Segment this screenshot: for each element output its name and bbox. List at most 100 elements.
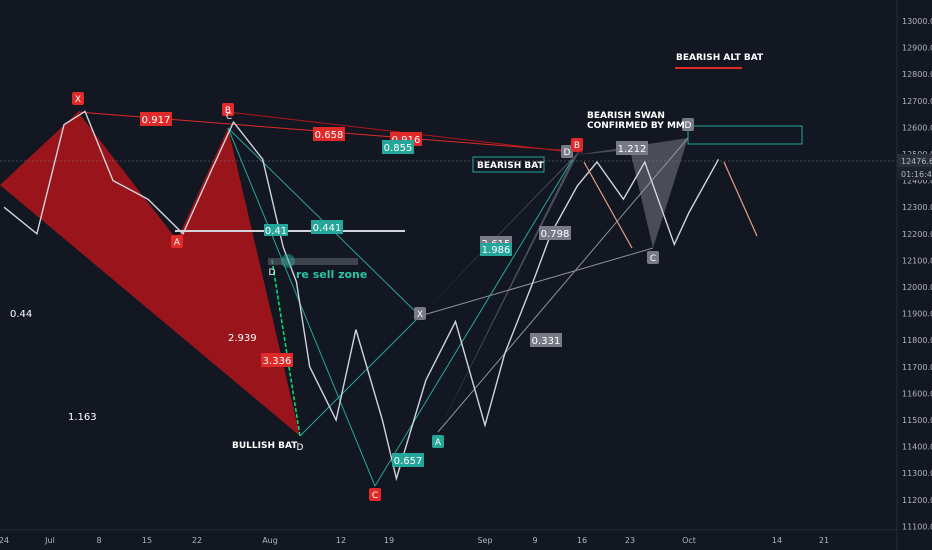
ratio-tag-text: 0.331 bbox=[532, 336, 561, 347]
time-tick-label: Sep bbox=[477, 536, 492, 545]
price-tick-label: 12200.0 bbox=[902, 230, 932, 239]
teal-zone-box bbox=[687, 125, 803, 145]
ratio-tag-box bbox=[616, 141, 648, 155]
note-text: 0.44 bbox=[10, 309, 32, 320]
price-tick-label: 11800.0 bbox=[902, 336, 932, 345]
time-tick-label: 22 bbox=[192, 536, 202, 545]
point-marker bbox=[414, 307, 426, 320]
bullish-bat-pattern-fill bbox=[0, 112, 300, 436]
ratio-tag-box bbox=[539, 226, 571, 240]
point-marker-text: C bbox=[650, 254, 656, 264]
price-tick-label: 11400.0 bbox=[902, 443, 932, 452]
time-tick-label: Aug bbox=[262, 536, 278, 545]
point-marker bbox=[72, 92, 84, 105]
point-marker bbox=[171, 235, 183, 248]
point-marker-text: B bbox=[225, 106, 231, 116]
ratio-tag-box bbox=[382, 140, 414, 154]
ratio-tag-text: 0.855 bbox=[384, 143, 413, 154]
harmonic-patterns bbox=[0, 112, 688, 436]
ratio-tag-text: 1.986 bbox=[482, 245, 511, 256]
ratio-tag-text: 0.798 bbox=[541, 229, 570, 240]
time-tick-label: 12 bbox=[336, 536, 346, 545]
ratio-tag-text: 0.658 bbox=[315, 130, 344, 141]
price-tick-label: 11300.0 bbox=[902, 469, 932, 478]
point-marker bbox=[432, 435, 444, 448]
bullish-bat-label: BULLISH BAT bbox=[232, 441, 298, 451]
time-ticks: 24 Jul 8 15 22 Aug 12 19 Sep 9 16 23 Oct 14 21 bbox=[0, 536, 829, 545]
teal-line-4 bbox=[374, 159, 573, 487]
bearish-bat-label: BEARISH BAT bbox=[477, 161, 545, 171]
point-marker-text: B bbox=[574, 141, 580, 151]
ratio-tags: 0.917 0.658 0.916 0.855 0.441 3.336 0.65… bbox=[140, 112, 648, 467]
price-tick-label: 11100.0 bbox=[902, 522, 932, 531]
ratio-tag-box bbox=[264, 224, 288, 236]
projection-arrows bbox=[583, 67, 758, 249]
countdown-badge bbox=[897, 167, 932, 180]
note-text: 1.163 bbox=[68, 412, 97, 423]
ratio-tag-box bbox=[392, 453, 424, 467]
point-marker-text: D bbox=[269, 268, 276, 278]
price-tick-label: 12800.0 bbox=[902, 70, 932, 79]
price-tick-label: 11600.0 bbox=[902, 389, 932, 398]
resell-marker bbox=[281, 254, 295, 268]
grey-line-2 bbox=[419, 247, 654, 317]
price-line bbox=[3, 110, 720, 482]
time-tick-label: 21 bbox=[819, 536, 829, 545]
price-tick-label: 12100.0 bbox=[902, 256, 932, 265]
price-tick-label: 12300.0 bbox=[902, 203, 932, 212]
time-axis[interactable]: 24 Jul 8 15 22 Aug 12 19 Sep 9 16 23 Oct 14 21 bbox=[0, 529, 897, 545]
time-tick-label: 24 bbox=[0, 536, 9, 545]
point-marker-text: C bbox=[226, 112, 232, 122]
bearish-alt-bat-label: BEARISH ALT BAT bbox=[676, 53, 764, 63]
time-tick-label: 8 bbox=[96, 536, 101, 545]
resell-zone-label: re sell zone bbox=[296, 268, 367, 281]
current-price-text: 12476.6 bbox=[901, 157, 932, 166]
ratio-tag-text: 3.336 bbox=[263, 356, 292, 367]
point-marker bbox=[369, 488, 381, 501]
price-tick-label: 12700.0 bbox=[902, 97, 932, 106]
bearish-bat-label-box bbox=[472, 156, 545, 173]
grey-line-1 bbox=[437, 137, 689, 433]
ratio-tag-box bbox=[530, 333, 562, 347]
price-axis[interactable]: 13000.012900.012800.012700.012600.012500… bbox=[896, 0, 932, 550]
countdown-text: 01:16:48 bbox=[901, 170, 932, 179]
ratio-tag-box bbox=[140, 112, 172, 126]
price-tick-label: 13000.0 bbox=[902, 17, 932, 26]
price-tick-label: 11700.0 bbox=[902, 363, 932, 372]
time-tick-label: 14 bbox=[772, 536, 782, 545]
ratio-tag-text: 0.441 bbox=[313, 223, 342, 234]
pattern-points: X B A D C X A C D B D C D bbox=[72, 92, 694, 501]
point-marker-text: D bbox=[564, 148, 571, 158]
point-marker-text: A bbox=[435, 438, 442, 448]
ratio-tag-text: 0.917 bbox=[142, 115, 171, 126]
bearish-swan-label: BEARISH SWAN bbox=[587, 111, 665, 121]
point-marker bbox=[682, 118, 694, 131]
bearish-bat-pattern-fill bbox=[420, 150, 580, 432]
ratio-tag-box bbox=[311, 220, 343, 234]
point-marker-text: C bbox=[372, 491, 378, 501]
note-text: 2.939 bbox=[228, 333, 257, 344]
teal-line-2 bbox=[227, 127, 376, 487]
confirmed-by-mm-label: CONFIRMED BY MM bbox=[587, 121, 685, 131]
point-marker bbox=[571, 138, 583, 151]
ratio-tag-box bbox=[480, 243, 512, 256]
ratio-tag-box bbox=[313, 127, 345, 141]
price-tick-label: 12400.0 bbox=[902, 177, 932, 186]
resell-zone-box bbox=[268, 258, 358, 265]
time-tick-label: 16 bbox=[577, 536, 587, 545]
price-tick-label: 12900.0 bbox=[902, 44, 932, 53]
current-price-badge bbox=[897, 154, 932, 167]
time-tick-label: Oct bbox=[682, 536, 696, 545]
point-marker-text: D bbox=[685, 121, 692, 131]
time-tick-label: 15 bbox=[142, 536, 152, 545]
point-marker-text: A bbox=[174, 238, 181, 248]
ratio-tag-text: 0.657 bbox=[394, 456, 423, 467]
time-tick-label: Jul bbox=[44, 536, 55, 545]
bearish-alt-bat-pattern-fill bbox=[575, 138, 688, 248]
ratio-tag-text: 0.41 bbox=[265, 226, 287, 237]
time-tick-label: 23 bbox=[625, 536, 635, 545]
price-tick-label: 12000.0 bbox=[902, 283, 932, 292]
arrow-1 bbox=[583, 161, 633, 249]
point-marker bbox=[561, 145, 573, 158]
